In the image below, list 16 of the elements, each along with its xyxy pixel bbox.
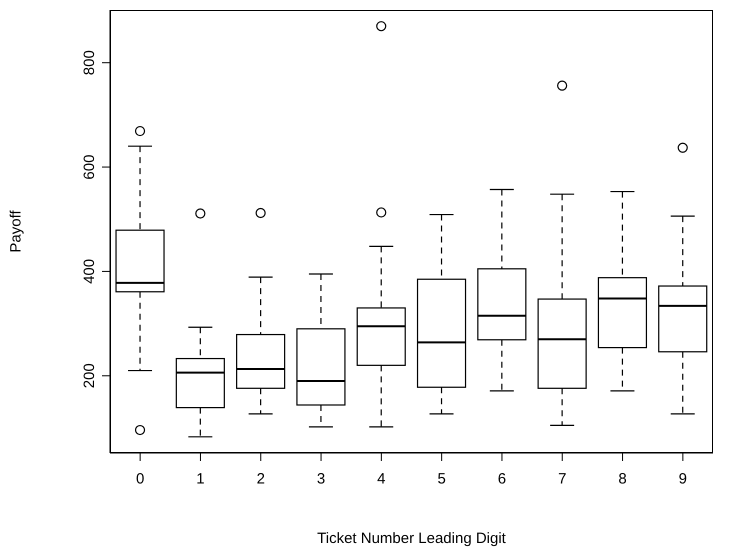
x-tick-label: 6 (498, 470, 506, 488)
x-tick-label: 0 (136, 470, 144, 488)
x-tick-label: 9 (678, 470, 688, 488)
x-tick-label: 3 (316, 470, 326, 488)
y-tick-label: 800 (81, 50, 98, 76)
x-tick-label: 2 (256, 470, 265, 488)
x-tick-label: 5 (437, 470, 446, 488)
y-tick-label: 400 (81, 258, 98, 284)
x-tick-label: 1 (196, 470, 205, 488)
x-tick-label: 4 (377, 470, 386, 488)
x-tick-label: 8 (618, 470, 627, 488)
y-tick-label: 200 (81, 363, 98, 388)
x-axis-title: Ticket Number Leading Digit (317, 530, 507, 547)
y-axis-title: Payoff (7, 210, 24, 253)
y-tick-label: 600 (81, 154, 98, 180)
x-tick-label: 7 (558, 470, 566, 488)
